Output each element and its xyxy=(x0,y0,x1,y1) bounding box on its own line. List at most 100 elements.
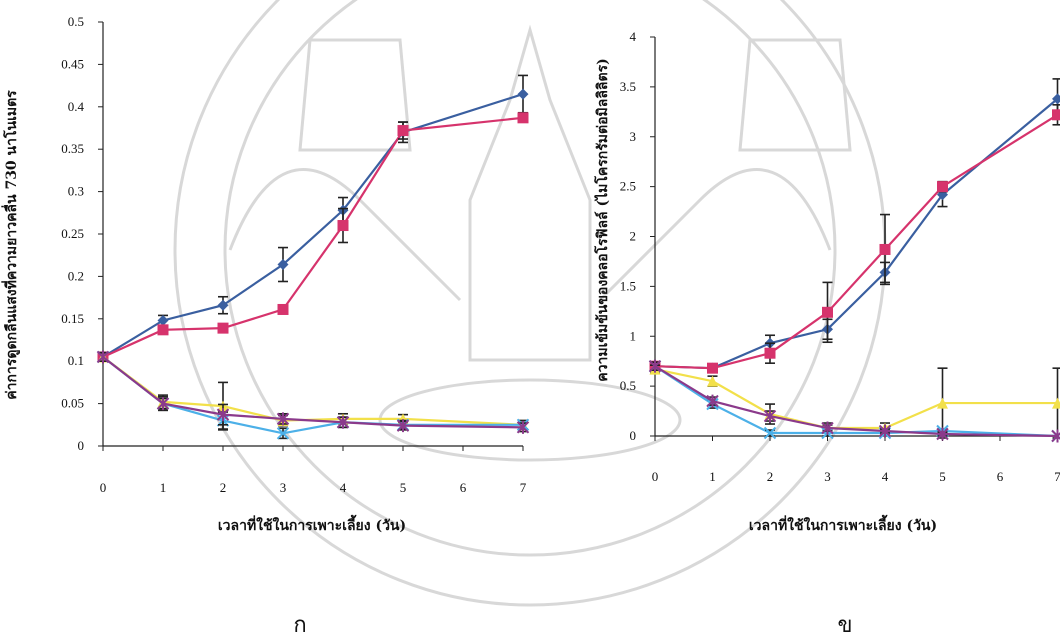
series-line xyxy=(654,97,1059,370)
data-point-star xyxy=(396,419,410,433)
data-series xyxy=(649,78,1060,374)
seal-base-ornament xyxy=(378,378,682,462)
data-point-star xyxy=(96,350,110,364)
x-ticks: 0 1 2 3 4 5 6 7 xyxy=(652,436,1060,484)
y-tick-label: 2 xyxy=(630,229,637,244)
data-point-x xyxy=(276,427,290,440)
data-point-star xyxy=(763,409,777,423)
seal-right-tower xyxy=(738,38,852,152)
data-point-triangle xyxy=(937,397,948,409)
data-point-square xyxy=(277,303,289,315)
x-tick-label: 1 xyxy=(160,480,167,495)
x-tick-label: 5 xyxy=(939,469,946,484)
data-point-square xyxy=(397,125,409,137)
panel-label: ก xyxy=(293,613,306,636)
data-point-star xyxy=(516,420,530,434)
x-axis-title: เวลาที่ใช้ในการเพาะเลี้ยง (วัน) xyxy=(749,514,937,534)
y-tick-label: 2.5 xyxy=(620,179,636,194)
series-line xyxy=(102,356,524,426)
data-point-star xyxy=(648,359,662,373)
data-point-star xyxy=(216,408,230,422)
y-tick-label: 0.5 xyxy=(620,378,636,393)
chart-panel-b: 0 0.5 1 1.5 2 2.5 3 3.5 4 0 1 2 3 4 5 6 7 เวลาที่ใช้ในก… xyxy=(593,29,1060,636)
data-point-triangle xyxy=(707,375,718,387)
x-tick-label: 4 xyxy=(340,480,347,495)
data-point-x xyxy=(763,426,777,440)
data-point-star xyxy=(706,394,719,408)
y-tick-label: 3 xyxy=(630,129,637,144)
data-point-square xyxy=(157,324,169,336)
data-point-diamond xyxy=(157,314,169,326)
series-group xyxy=(96,74,530,440)
y-ticks: 0 0.05 0.1 0.15 0.2 0.25 0.3 0.35 0.4 0.45 0.5 xyxy=(61,14,103,453)
x-tick-label: 7 xyxy=(1054,469,1060,484)
x-tick-label: 0 xyxy=(100,480,107,495)
y-tick-label: 0.1 xyxy=(68,353,84,368)
series-line xyxy=(102,356,524,429)
data-series xyxy=(648,359,1060,443)
x-ticks: 0 1 2 3 4 5 6 7 xyxy=(100,446,527,495)
y-tick-label: 0 xyxy=(78,438,85,453)
y-tick-label: 0.2 xyxy=(68,268,84,283)
data-point-star xyxy=(336,415,350,429)
series-line xyxy=(654,113,1059,370)
data-point-star xyxy=(276,412,290,426)
data-point-square xyxy=(217,322,229,334)
x-tick-label: 5 xyxy=(400,480,407,495)
seal-inner-ring xyxy=(223,0,837,557)
panel-label: ข xyxy=(837,613,852,636)
seal-right-swirl xyxy=(598,168,832,302)
y-tick-label: 0.15 xyxy=(61,311,84,326)
seal-crown-emblem xyxy=(468,24,592,362)
data-point-square xyxy=(1052,109,1060,121)
seal-left-tower xyxy=(298,38,412,152)
data-point-diamond xyxy=(517,88,529,100)
x-tick-label: 6 xyxy=(997,469,1004,484)
series-line xyxy=(102,93,524,358)
y-tick-label: 1.5 xyxy=(620,278,636,293)
x-tick-label: 3 xyxy=(280,480,287,495)
y-axis-title: ความเข้มข้นของคลอโรฟิลล์ (ไมโครกรัมต่อมิ… xyxy=(593,58,611,381)
y-tick-label: 0.3 xyxy=(68,184,84,199)
y-tick-label: 0.35 xyxy=(61,141,84,156)
y-tick-label: 3.5 xyxy=(620,79,636,94)
y-tick-label: 1 xyxy=(630,328,637,343)
x-axis-title: เวลาที่ใช้ในการเพาะเลี้ยง (วัน) xyxy=(218,514,406,534)
data-point-diamond xyxy=(1052,93,1060,105)
data-series xyxy=(97,74,529,363)
x-tick-label: 2 xyxy=(220,480,227,495)
x-tick-label: 6 xyxy=(460,480,467,495)
y-axis-title: ค่าการดูดกลืนแสงที่ความยาวคลื่น 730 นาโน… xyxy=(1,90,20,400)
y-ticks: 0 0.5 1 1.5 2 2.5 3 3.5 4 xyxy=(620,29,655,443)
data-point-star xyxy=(821,421,834,435)
data-series xyxy=(649,104,1060,374)
data-point-star xyxy=(1051,429,1060,443)
data-point-square xyxy=(937,181,948,193)
x-tick-label: 7 xyxy=(520,480,527,495)
data-point-diamond xyxy=(277,259,289,271)
data-point-star xyxy=(156,397,170,411)
data-point-square xyxy=(337,220,349,232)
y-tick-label: 4 xyxy=(630,29,637,44)
series-group xyxy=(648,78,1060,443)
y-tick-label: 0.25 xyxy=(61,226,84,241)
data-series xyxy=(96,350,530,434)
y-tick-label: 0 xyxy=(630,428,637,443)
x-tick-label: 3 xyxy=(824,469,831,484)
x-tick-label: 4 xyxy=(882,469,889,484)
x-tick-label: 1 xyxy=(709,469,716,484)
data-point-square xyxy=(764,347,776,359)
data-point-square xyxy=(879,243,891,255)
y-tick-label: 0.5 xyxy=(68,14,84,29)
y-tick-label: 0.4 xyxy=(68,99,85,114)
data-point-diamond xyxy=(217,299,229,311)
data-point-square xyxy=(822,306,833,318)
data-series xyxy=(97,351,529,431)
x-tick-label: 0 xyxy=(652,469,659,484)
data-point-square xyxy=(517,112,529,124)
data-point-triangle xyxy=(1052,397,1060,409)
data-point-star xyxy=(878,424,892,438)
x-tick-label: 2 xyxy=(767,469,774,484)
y-tick-label: 0.05 xyxy=(61,396,84,411)
